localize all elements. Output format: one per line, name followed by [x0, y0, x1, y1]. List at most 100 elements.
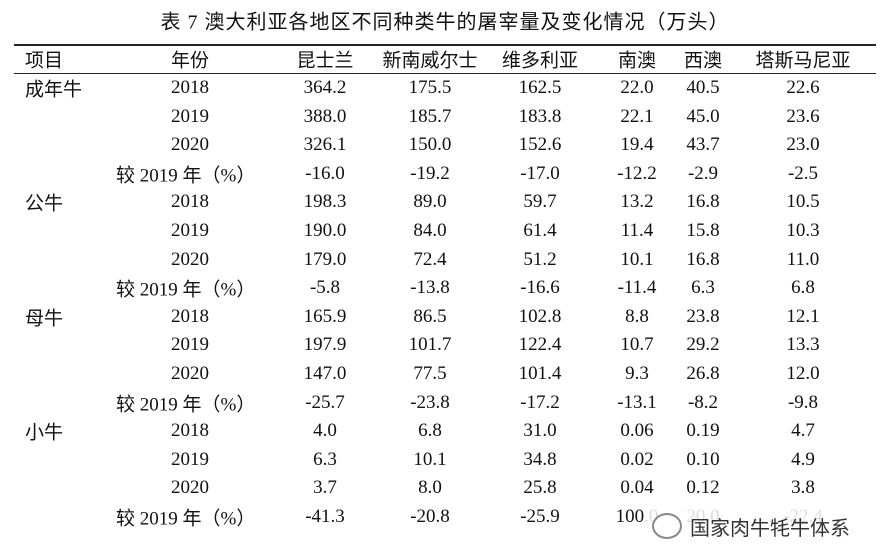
cell: 77.5 [413, 363, 447, 384]
column-header: 维多利亚 [501, 50, 579, 72]
cell: 86.5 [413, 305, 447, 327]
cell: 25.8 [523, 477, 557, 499]
cell: 12.0 [786, 363, 820, 384]
cell: 3.7 [313, 477, 337, 499]
row-label: 较 2019 年（%） [116, 165, 256, 187]
cell: 364.2 [303, 77, 347, 98]
cell: -12.2 [617, 162, 657, 184]
cell: 12.1 [786, 305, 820, 327]
column-header: 西澳 [683, 50, 723, 72]
row-year: 2020 [171, 363, 209, 384]
cell: 43.7 [686, 134, 720, 156]
cell: -17.0 [520, 162, 560, 184]
cell: 9.3 [625, 363, 649, 384]
cell: 0.10 [686, 448, 720, 470]
column-header: 塔斯马尼亚 [755, 50, 851, 72]
row-year: 2020 [171, 248, 209, 270]
cell: 388.0 [303, 105, 347, 127]
cell: -16.0 [305, 162, 345, 184]
cell: 22.6 [786, 77, 820, 98]
cell: 197.9 [303, 334, 347, 356]
watermark-text: 国家肉牛牦牛体系 [690, 515, 850, 540]
cell: 198.3 [303, 191, 347, 213]
cell: 31.0 [523, 420, 557, 442]
cell: 6.8 [418, 420, 442, 442]
cell: 6.3 [691, 277, 715, 299]
cell: 6.3 [313, 448, 337, 470]
column-header: 年份 [170, 50, 210, 72]
cell: 61.4 [523, 220, 557, 241]
row-year: 2018 [171, 420, 209, 442]
cell: -13.1 [617, 391, 657, 413]
cell: 19.4 [620, 134, 654, 156]
cell: 10.5 [786, 191, 820, 213]
cell: 72.4 [413, 248, 447, 270]
cell: 175.5 [408, 77, 452, 98]
cell: 11.4 [620, 220, 654, 241]
row-year: 2019 [171, 220, 209, 241]
cell: -11.4 [617, 277, 657, 299]
cell: 0.02 [620, 448, 654, 470]
column-header: 昆士兰 [296, 50, 354, 72]
cell: -16.6 [520, 277, 560, 299]
cell: 4.0 [313, 420, 337, 442]
cell: -9.8 [787, 391, 819, 413]
row-year: 2019 [171, 448, 209, 470]
cell: -25.7 [305, 391, 345, 413]
cell: 29.2 [686, 334, 720, 356]
group-label: 成年牛 [25, 79, 83, 101]
cell: 122.4 [518, 334, 562, 356]
group-label: 公牛 [25, 193, 64, 215]
cell: 10.3 [786, 220, 820, 241]
cell: 101.7 [408, 334, 452, 356]
cell: 8.0 [418, 477, 442, 499]
cell: 183.8 [518, 105, 562, 127]
cell: 59.7 [523, 191, 557, 213]
cell: 23.8 [686, 305, 720, 327]
cell: 16.8 [686, 191, 720, 213]
row-year: 2018 [171, 191, 209, 213]
row-label: 较 2019 年（%） [116, 508, 256, 530]
top-rule [14, 44, 876, 46]
cell: 13.3 [786, 334, 820, 356]
cell: -2.5 [787, 162, 819, 184]
column-header: 新南威尔士 [382, 50, 478, 72]
cell: 10.7 [620, 334, 654, 356]
cell: 185.7 [408, 105, 452, 127]
cell: 3.8 [791, 477, 815, 499]
row-year: 2020 [171, 134, 209, 156]
cell: 34.8 [523, 448, 557, 470]
cell: 11.0 [786, 248, 820, 270]
cell: -23.8 [410, 391, 450, 413]
row-label: 较 2019 年（%） [116, 279, 256, 301]
cell: 45.0 [686, 105, 720, 127]
row-year: 2019 [171, 334, 209, 356]
cell: 23.0 [786, 134, 820, 156]
cell: 0.19 [686, 420, 720, 442]
cell: 15.8 [686, 220, 720, 241]
cell: 162.5 [518, 77, 562, 98]
cell: 10.1 [620, 248, 654, 270]
watermark: 国家肉牛牦牛体系 [644, 506, 889, 546]
cell: 8.8 [625, 305, 649, 327]
cell: 326.1 [303, 134, 347, 156]
cell: 22.0 [620, 77, 654, 98]
cell: 22.1 [620, 105, 654, 127]
cell: 150.0 [408, 134, 452, 156]
cell: 190.0 [303, 220, 347, 241]
cell: 0.04 [620, 477, 654, 499]
row-year: 2018 [171, 77, 209, 98]
cell: 101.4 [518, 363, 562, 384]
group-label: 小牛 [25, 422, 64, 444]
cell: 102.8 [518, 305, 562, 327]
cell: 6.8 [791, 277, 815, 299]
cell: 40.5 [686, 77, 720, 98]
cell: 165.9 [303, 305, 347, 327]
cell: -20.8 [410, 506, 450, 527]
cell: 179.0 [303, 248, 347, 270]
group-label: 母牛 [25, 308, 64, 330]
cell: -2.9 [687, 162, 719, 184]
cell: 0.12 [686, 477, 720, 499]
cell: -13.8 [410, 277, 450, 299]
